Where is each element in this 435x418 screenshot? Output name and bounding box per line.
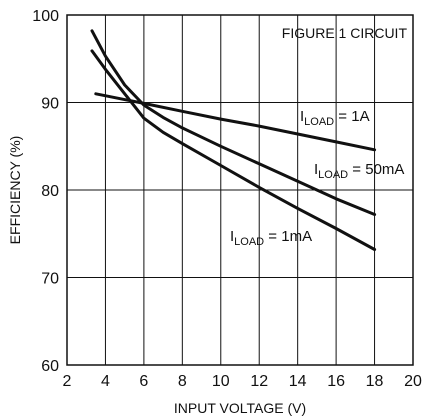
x-tick-label: 10 (212, 373, 230, 390)
x-tick-label: 8 (178, 373, 187, 390)
x-tick-label: 4 (101, 373, 110, 390)
y-tick-label: 90 (41, 96, 59, 113)
series-label-1ma: ILOAD = 1mA (230, 228, 312, 248)
x-axis-title: INPUT VOLTAGE (V) (174, 400, 306, 416)
y-tick-label: 60 (41, 358, 59, 375)
y-tick-label: 80 (41, 183, 59, 200)
series-label-50ma: ILOAD = 50mA (314, 161, 404, 181)
y-tick-label: 100 (32, 8, 59, 25)
grid-lines (67, 15, 413, 365)
x-tick-label: 20 (404, 373, 422, 390)
x-tick-label: 2 (63, 373, 72, 390)
x-tick-label: 16 (327, 373, 345, 390)
series-labels: ILOAD = 1A ILOAD = 50mA ILOAD = 1mA (230, 108, 404, 248)
x-tick-labels: 2 4 6 8 10 12 14 16 18 20 (63, 373, 422, 390)
circuit-note: FIGURE 1 CIRCUIT (282, 25, 408, 41)
x-tick-label: 6 (139, 373, 148, 390)
x-tick-label: 12 (250, 373, 268, 390)
series-line-1 (90, 29, 377, 216)
y-axis-title: EFFICIENCY (%) (7, 136, 23, 245)
y-tick-label: 70 (41, 271, 59, 288)
y-tick-labels: 60 70 80 90 100 (32, 8, 59, 375)
plot-frame (66, 14, 414, 366)
series-line-0 (94, 92, 377, 152)
series-line-2 (90, 49, 377, 251)
curves (90, 29, 377, 251)
series-label-1a: ILOAD = 1A (300, 108, 370, 128)
x-tick-label: 18 (366, 373, 384, 390)
x-tick-label: 14 (289, 373, 307, 390)
